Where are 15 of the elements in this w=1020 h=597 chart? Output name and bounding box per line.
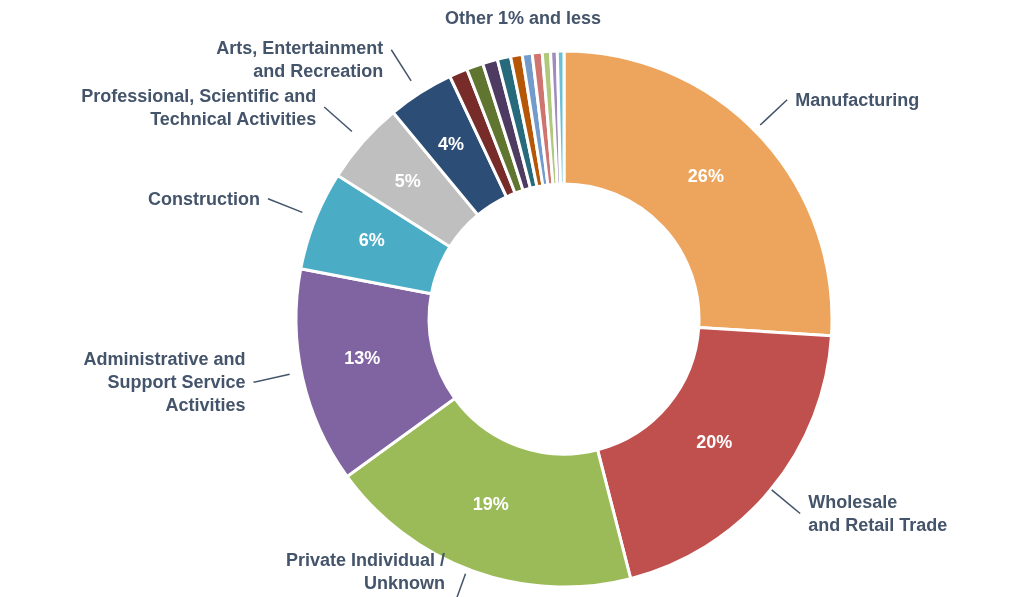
data-label: 4% <box>438 133 465 154</box>
data-label: 5% <box>394 170 421 191</box>
slice-label: Professional, Scientific and Technical Activities <box>81 85 317 129</box>
slice-label: Manufacturing <box>795 89 920 110</box>
data-label: 13% <box>344 347 381 368</box>
data-label: 26% <box>687 166 724 187</box>
slice-label: Private Individual / Unknown <box>285 550 445 593</box>
slice-label: Construction <box>147 188 260 209</box>
slice-label: Administrative and Support Service Activities <box>83 349 246 416</box>
data-label: 19% <box>472 493 509 514</box>
data-label: 6% <box>358 229 385 250</box>
slice-label: Wholesale and Retail Trade <box>808 492 948 536</box>
slice-label: Arts, Entertainment and Recreation <box>216 38 384 81</box>
text: Other 1% and less <box>443 8 603 29</box>
data-label: 20% <box>696 432 733 453</box>
